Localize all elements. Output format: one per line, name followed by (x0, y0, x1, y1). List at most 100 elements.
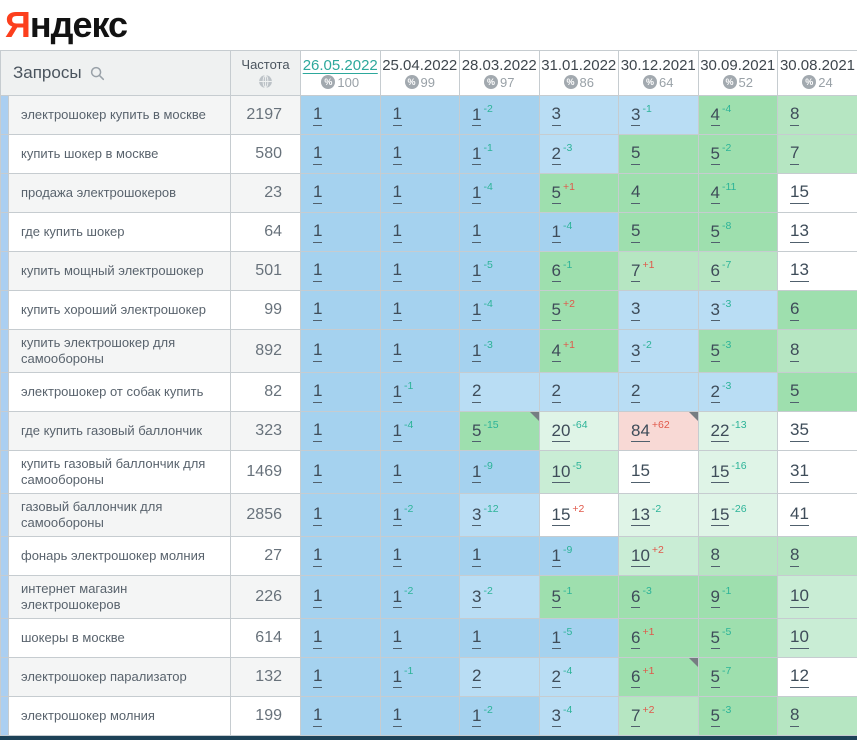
row-marker[interactable] (0, 411, 9, 451)
position-link[interactable]: 2 (710, 382, 720, 404)
position-link[interactable]: 6 (551, 261, 561, 283)
date-link[interactable]: 25.04.2022 (382, 56, 458, 74)
position-cell[interactable]: 3 -2 (618, 329, 699, 373)
position-cell[interactable]: 35 (777, 411, 857, 451)
position-link[interactable]: 5 (710, 628, 720, 650)
position-cell[interactable]: 15 -26 (697, 493, 778, 537)
position-cell[interactable]: 5 -15 (459, 411, 540, 451)
query-cell[interactable]: шокеры в москве (8, 618, 231, 658)
position-cell[interactable]: 1 -9 (538, 536, 619, 576)
position-cell[interactable]: 1 (300, 95, 381, 135)
query-cell[interactable]: купить хороший электрошокер (8, 290, 231, 330)
position-cell[interactable]: 10 (777, 618, 857, 658)
position-cell[interactable]: 5 (777, 372, 857, 412)
position-cell[interactable]: 1 (379, 450, 460, 494)
date-link[interactable]: 26.05.2022 (302, 56, 378, 74)
position-cell[interactable]: 41 (777, 493, 857, 537)
position-cell[interactable]: 13 (777, 251, 857, 291)
date-link[interactable]: 30.09.2021 (700, 56, 776, 74)
position-cell[interactable]: 5 -5 (697, 618, 778, 658)
position-cell[interactable]: 4 (618, 173, 699, 213)
position-link[interactable]: 1 (472, 341, 482, 363)
position-cell[interactable]: 7 +1 (618, 251, 699, 291)
position-cell[interactable]: 8 (697, 536, 778, 576)
position-link[interactable]: 1 (313, 299, 323, 321)
query-cell[interactable]: где купить шокер (8, 212, 231, 252)
position-link[interactable]: 6 (631, 587, 641, 609)
position-cell[interactable]: 1 (300, 290, 381, 330)
position-cell[interactable]: 1 (379, 329, 460, 373)
position-link[interactable]: 1 (313, 545, 323, 567)
position-link[interactable]: 15 (551, 505, 571, 527)
position-link[interactable]: 1 (472, 144, 482, 166)
globe-icon[interactable] (232, 74, 300, 89)
position-cell[interactable]: 15 (777, 173, 857, 213)
position-cell[interactable]: 3 (618, 290, 699, 330)
position-link[interactable]: 5 (551, 587, 561, 609)
row-marker[interactable] (0, 657, 9, 697)
position-link[interactable]: 2 (472, 381, 482, 403)
position-link[interactable]: 1 (472, 105, 482, 127)
position-link[interactable]: 1 (392, 340, 402, 362)
row-marker[interactable] (0, 493, 9, 537)
position-cell[interactable]: 3 -3 (697, 290, 778, 330)
position-cell[interactable]: 1 (300, 372, 381, 412)
position-cell[interactable]: 1 (300, 450, 381, 494)
position-cell[interactable]: 6 +1 (618, 657, 699, 697)
query-cell[interactable]: купить шокер в москве (8, 134, 231, 174)
position-link[interactable]: 1 (551, 222, 561, 244)
position-link[interactable]: 1 (472, 706, 482, 728)
position-link[interactable]: 4 (710, 183, 720, 205)
position-link[interactable]: 3 (472, 587, 482, 609)
position-link[interactable]: 3 (551, 706, 561, 728)
position-link[interactable]: 1 (392, 104, 402, 126)
position-cell[interactable]: 1 -2 (379, 493, 460, 537)
position-link[interactable]: 13 (790, 221, 809, 243)
position-cell[interactable]: 5 -2 (697, 134, 778, 174)
query-cell[interactable]: газовый баллончик для самообороны (8, 493, 231, 537)
row-marker[interactable] (0, 696, 9, 736)
position-link[interactable]: 5 (710, 222, 720, 244)
position-cell[interactable]: 1 (459, 536, 540, 576)
position-cell[interactable]: 5 (618, 212, 699, 252)
position-cell[interactable]: 1 -2 (379, 575, 460, 619)
position-link[interactable]: 1 (392, 221, 402, 243)
position-cell[interactable]: 4 -4 (697, 95, 778, 135)
position-link[interactable]: 4 (710, 105, 720, 127)
query-cell[interactable]: электрошокер купить в москве (8, 95, 231, 135)
position-cell[interactable]: 1 (300, 618, 381, 658)
position-link[interactable]: 2 (472, 666, 482, 688)
position-cell[interactable]: 1 -4 (459, 173, 540, 213)
row-marker[interactable] (0, 212, 9, 252)
position-link[interactable]: 2 (631, 381, 641, 403)
position-cell[interactable]: 2 -4 (538, 657, 619, 697)
position-link[interactable]: 20 (551, 421, 571, 443)
position-cell[interactable]: 10 -5 (538, 450, 619, 494)
position-link[interactable]: 5 (710, 144, 720, 166)
row-marker[interactable] (0, 329, 9, 373)
position-cell[interactable]: 22 -13 (697, 411, 778, 451)
position-link[interactable]: 1 (392, 705, 402, 727)
position-cell[interactable]: 15 (618, 450, 699, 494)
position-link[interactable]: 5 (551, 183, 561, 205)
position-cell[interactable]: 6 (777, 290, 857, 330)
position-link[interactable]: 2 (551, 667, 561, 689)
position-link[interactable]: 6 (631, 667, 641, 689)
position-cell[interactable]: 1 -1 (459, 134, 540, 174)
position-link[interactable]: 10 (790, 627, 809, 649)
position-link[interactable]: 5 (710, 341, 720, 363)
position-link[interactable]: 15 (710, 462, 730, 484)
position-cell[interactable]: 2 -3 (538, 134, 619, 174)
position-cell[interactable]: 1 (459, 618, 540, 658)
position-link[interactable]: 10 (551, 462, 571, 484)
position-cell[interactable]: 12 (777, 657, 857, 697)
position-link[interactable]: 7 (631, 261, 641, 283)
position-link[interactable]: 1 (392, 182, 402, 204)
position-link[interactable]: 1 (313, 705, 323, 727)
query-cell[interactable]: где купить газовый баллончик (8, 411, 231, 451)
position-cell[interactable]: 3 -4 (538, 696, 619, 736)
position-cell[interactable]: 6 -3 (618, 575, 699, 619)
position-cell[interactable]: 1 -5 (459, 251, 540, 291)
position-link[interactable]: 2 (551, 381, 561, 403)
position-cell[interactable]: 1 -5 (538, 618, 619, 658)
